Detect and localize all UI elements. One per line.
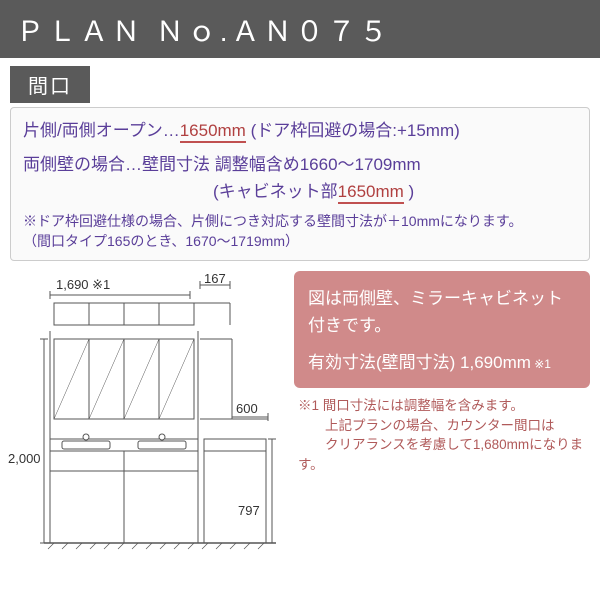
callout-line3-label: 有効寸法(壁間寸法): [308, 353, 460, 372]
footnote1: ※1 間口寸法には調整幅を含みます。: [298, 396, 590, 416]
spec-line1-prefix: 片側/両側オープン…: [23, 121, 180, 140]
callout-line3-note: ※1: [531, 357, 551, 371]
technical-drawing: 1,690 ※1 167 600 2,000 797: [4, 271, 284, 591]
dim-top-depth: 167: [204, 271, 226, 286]
callout-column: 図は両側壁、ミラーキャビネット 付きです。 有効寸法(壁間寸法) 1,690mm…: [294, 271, 590, 591]
callout-line2: 付きです。: [308, 312, 576, 339]
section-tag-row: 間口: [0, 58, 600, 107]
spec-note1: ※ドア枠回避仕様の場合、片側につき対応する壁間寸法が＋10mmになります。: [23, 213, 523, 229]
plan-title: ＰＬＡＮ Ｎｏ.ＡＮ０７５: [16, 16, 392, 47]
plan-title-bar: ＰＬＡＮ Ｎｏ.ＡＮ０７５: [0, 0, 600, 58]
callout-footnote: ※1 間口寸法には調整幅を含みます。 上記プランの場合、カウンター間口は クリア…: [294, 396, 590, 474]
callout-box: 図は両側壁、ミラーキャビネット 付きです。 有効寸法(壁間寸法) 1,690mm…: [294, 271, 590, 389]
spec-line1: 片側/両側オープン…1650mm (ドア枠回避の場合:+15mm): [23, 118, 577, 144]
drawing-svg: [4, 271, 284, 591]
footnote3: クリアランスを考慮して1,680mmになります。: [298, 435, 590, 474]
callout-line3: 有効寸法(壁間寸法) 1,690mm ※1: [308, 349, 576, 376]
dim-top-width: 1,690 ※1: [56, 277, 110, 293]
lower-row: 1,690 ※1 167 600 2,000 797: [0, 261, 600, 591]
spec-line1-value: 1650mm: [180, 121, 246, 143]
callout-line3-value: 1,690mm: [460, 353, 531, 372]
spec-box: 片側/両側オープン…1650mm (ドア枠回避の場合:+15mm) 両側壁の場合…: [10, 107, 590, 261]
dim-mid-depth: 600: [236, 401, 258, 416]
section-tag: 間口: [10, 66, 90, 103]
spec-note: ※ドア枠回避仕様の場合、片側につき対応する壁間寸法が＋10mmになります。 （間…: [23, 211, 577, 252]
callout-line1: 図は両側壁、ミラーキャビネット: [308, 285, 576, 312]
dim-height-lower: 797: [238, 503, 260, 518]
spec-line2-sub-suffix: ): [404, 182, 414, 201]
spec-line1-suffix: (ドア枠回避の場合:+15mm): [251, 121, 460, 140]
spec-row: 片側/両側オープン…1650mm (ドア枠回避の場合:+15mm) 両側壁の場合…: [0, 107, 600, 261]
footnote2: 上記プランの場合、カウンター間口は: [298, 416, 590, 436]
spec-line2-sub-value: 1650mm: [338, 182, 404, 204]
spec-line2-sub: (キャビネット部1650mm ): [23, 179, 577, 205]
spec-line2-prefix: 両側壁の場合…壁間寸法 調整幅含め1660～1709mm: [23, 155, 421, 174]
spec-line2-sub-prefix: (キャビネット部: [213, 182, 338, 201]
dim-height-total: 2,000: [8, 451, 41, 466]
spec-note2: （間口タイプ165のとき、1670～1719mm）: [23, 233, 299, 249]
spec-line2: 両側壁の場合…壁間寸法 調整幅含め1660～1709mm: [23, 152, 577, 178]
